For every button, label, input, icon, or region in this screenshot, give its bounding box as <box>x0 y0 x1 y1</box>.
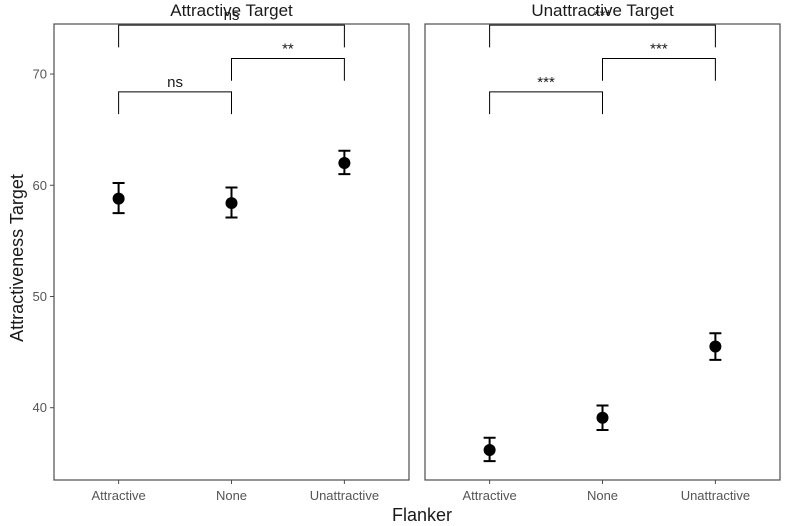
significance-bracket <box>489 91 603 115</box>
x-tick-label: None <box>587 488 618 503</box>
significance-bracket <box>489 24 716 48</box>
facet-title: Attractive Target <box>170 1 293 20</box>
data-point <box>112 192 125 205</box>
significance-bracket <box>231 57 345 81</box>
significance-label: ** <box>282 40 294 57</box>
data-point <box>596 411 609 424</box>
data-point <box>225 197 238 210</box>
x-tick-label: Unattractive <box>681 488 750 503</box>
significance-label: *** <box>537 74 555 91</box>
y-axis: 40 50 60 70 <box>33 67 54 415</box>
significance-bracket <box>118 91 232 115</box>
y-axis-title: Attractiveness Target <box>7 174 27 342</box>
facet-panel: Unattractive Target Attractive None Unattra… <box>424 1 781 503</box>
significance-label: *** <box>650 40 668 57</box>
y-tick-label: 50 <box>33 289 47 304</box>
x-axis-title: Flanker <box>392 505 452 525</box>
significance-bracket <box>602 57 716 81</box>
significance-bracket <box>118 24 345 48</box>
x-tick-label: Attractive <box>463 488 517 503</box>
significance-label: *** <box>594 7 612 24</box>
y-tick-label: 40 <box>33 400 47 415</box>
facet-title: Unattractive Target <box>531 1 674 20</box>
data-point <box>709 340 722 353</box>
significance-label: ns <box>224 7 240 24</box>
y-tick-label: 60 <box>33 178 47 193</box>
x-tick-label: Attractive <box>92 488 146 503</box>
significance-label: ns <box>167 74 183 91</box>
data-point <box>483 443 496 456</box>
data-point <box>338 157 351 170</box>
x-tick-label: None <box>216 488 247 503</box>
y-tick-label: 70 <box>33 67 47 82</box>
x-tick-label: Unattractive <box>310 488 379 503</box>
facet-panel: Attractive Target Attractive None Unattract… <box>53 1 410 503</box>
